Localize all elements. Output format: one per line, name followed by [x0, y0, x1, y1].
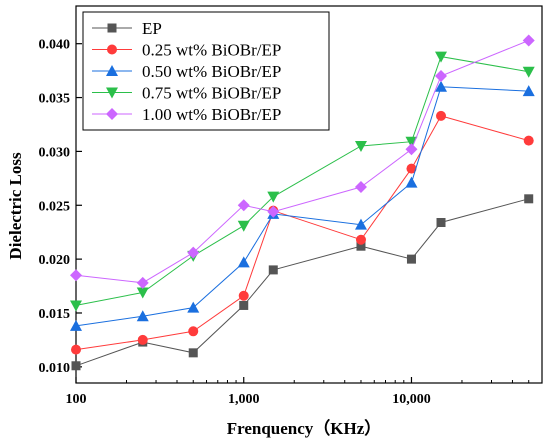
data-point — [355, 234, 366, 245]
data-point — [522, 34, 535, 47]
y-tick-label: 0.010 — [39, 361, 71, 376]
y-tick-label: 0.015 — [39, 307, 71, 322]
y-axis-title: Dielectric Loss — [6, 152, 25, 260]
legend-label: 1.00 wt% BiOBr/EP — [142, 105, 281, 124]
data-point — [136, 287, 149, 299]
legend-label: 0.25 wt% BiOBr/EP — [142, 41, 281, 60]
data-point — [354, 218, 367, 230]
data-point — [436, 110, 447, 121]
legend-label: 0.75 wt% BiOBr/EP — [142, 84, 281, 103]
plot-frame — [75, 5, 543, 384]
data-point — [187, 301, 200, 313]
y-tick-label: 0.030 — [39, 145, 71, 160]
data-point — [268, 265, 278, 275]
data-point — [354, 141, 367, 153]
legend-label: 0.50 wt% BiOBr/EP — [142, 62, 281, 81]
series — [70, 34, 535, 289]
data-point — [522, 85, 535, 97]
data-point — [435, 70, 448, 83]
data-point — [356, 241, 366, 251]
data-point — [70, 319, 82, 331]
data-point — [406, 163, 417, 174]
data-point — [137, 334, 148, 345]
data-point — [354, 180, 367, 193]
series — [70, 51, 535, 312]
y-tick-label: 0.040 — [39, 38, 71, 53]
data-point — [435, 80, 448, 92]
data-point — [436, 218, 446, 228]
legend-marker — [106, 108, 118, 120]
data-point — [136, 276, 149, 289]
data-point — [187, 246, 200, 259]
data-point — [267, 191, 280, 203]
axes: 0.010 0.015 0.020 0.025 0.030 0.035 0.040 100 1,… — [39, 5, 543, 407]
data-point — [188, 348, 198, 358]
y-tick-label: 0.035 — [39, 92, 71, 107]
legend-marker — [107, 23, 117, 33]
legend-label: EP — [142, 19, 162, 38]
data-point — [523, 135, 534, 146]
y-axis-title-group: Dielectric Loss — [6, 152, 25, 260]
legend-marker — [107, 44, 117, 55]
data-point — [136, 310, 149, 322]
data-point — [267, 205, 280, 218]
data-point — [406, 254, 416, 264]
data-point — [188, 326, 199, 337]
x-tick-label: 1,000 — [228, 392, 260, 407]
series-layer — [70, 34, 535, 371]
data-point — [237, 256, 250, 268]
data-point — [237, 199, 250, 212]
data-point — [435, 51, 448, 63]
legend-marker — [106, 65, 118, 76]
data-point — [239, 300, 249, 310]
x-axis-title: Frenquency（KHz） — [227, 418, 382, 438]
y-tick-label: 0.025 — [39, 199, 71, 214]
data-point — [238, 290, 249, 301]
data-point — [71, 344, 81, 355]
data-point — [522, 66, 535, 78]
data-point — [405, 143, 418, 156]
data-point — [70, 300, 82, 312]
x-tick-label: 10,000 — [392, 392, 431, 407]
data-point — [405, 176, 418, 188]
data-point — [70, 269, 82, 282]
data-point — [405, 136, 418, 148]
x-tick-label: 100 — [66, 392, 87, 407]
y-tick-label: 0.020 — [39, 253, 71, 268]
legend-marker — [106, 87, 118, 99]
data-point — [237, 220, 250, 232]
data-point — [524, 194, 534, 204]
legend: EP 0.25 wt% BiOBr/EP 0.50 wt% BiOBr/EP 0.75… — [82, 11, 330, 131]
data-point — [71, 361, 81, 371]
